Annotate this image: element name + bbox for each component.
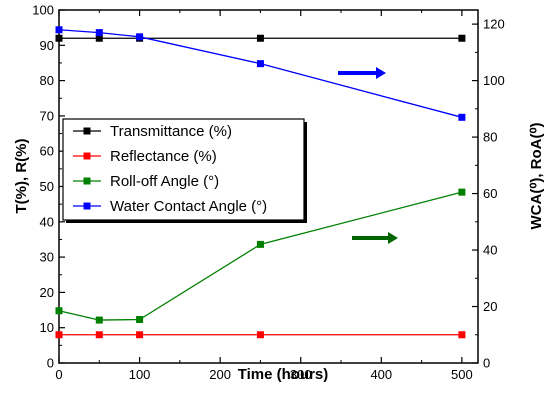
data-point (136, 316, 144, 324)
x-tick-label: 300 (290, 367, 312, 382)
y-left-tick-label: 100 (32, 3, 54, 18)
legend-label: Roll-off Angle (°) (110, 173, 219, 190)
data-point (55, 26, 63, 34)
y-left-tick-label: 50 (40, 179, 54, 194)
x-axis-title: Time (hours) (238, 366, 329, 383)
data-point (136, 33, 144, 41)
data-point (256, 240, 264, 248)
legend-marker (83, 127, 91, 135)
y-left-tick-label: 70 (40, 108, 54, 123)
data-point (95, 331, 103, 339)
data-point (95, 316, 103, 324)
data-point (458, 113, 466, 121)
y-axis-left-title: T(%), R(%) (13, 139, 30, 214)
y-left-tick-label: 0 (47, 356, 54, 371)
legend-label: Transmittance (%) (110, 123, 232, 140)
x-tick-label: 100 (129, 367, 151, 382)
data-point (458, 34, 466, 42)
legend-box (62, 118, 305, 221)
series-roll-off-angle (55, 188, 466, 324)
data-point (136, 331, 144, 339)
y-right-tick-label: 20 (483, 299, 497, 314)
legend-marker (83, 152, 91, 160)
axes: 0 100 200 300 400 500 0 10 20 30 40 50 60 70 80 90 100 0 2… (32, 3, 504, 383)
arrow-head (388, 232, 398, 244)
data-point (55, 331, 63, 339)
series-line (58, 29, 463, 118)
legend-entry-water-contact-angle: Water Contact Angle (°) (73, 198, 267, 215)
y-left-tick-label: 30 (40, 250, 54, 265)
data-point (55, 307, 63, 315)
data-point (256, 60, 264, 68)
data-point (458, 188, 466, 196)
series-transmittance (55, 34, 466, 42)
y-left-tick-label: 40 (40, 214, 54, 229)
y-right-tick-label: 60 (483, 186, 497, 201)
arrow-1 (338, 67, 386, 79)
y-left-tick-label: 10 (40, 320, 54, 335)
y-right-tick-label: 0 (483, 356, 490, 371)
legend-marker (83, 202, 91, 210)
legend-label: Reflectance (%) (110, 148, 217, 165)
y-axis-right-title: WCA(⁰), RoA(⁰) (528, 123, 545, 230)
y-left-tick-label: 60 (40, 144, 54, 159)
x-tick-label: 0 (55, 367, 62, 382)
x-tick-label: 400 (370, 367, 392, 382)
y-left-tick-label: 90 (40, 38, 54, 53)
data-point (95, 34, 103, 42)
legend: Transmittance (%) Reflectance (%) Roll-off… (62, 118, 307, 223)
data-point (55, 34, 63, 42)
data-point (256, 331, 264, 339)
series-reflectance (55, 331, 466, 339)
y-right-tick-label: 120 (483, 17, 505, 32)
data-point (256, 34, 264, 42)
legend-entry-transmittance: Transmittance (%) (73, 123, 232, 140)
y-right-tick-label: 100 (483, 73, 505, 88)
annotation-arrows (338, 67, 398, 244)
arrow-head (376, 67, 386, 79)
series-layer (55, 26, 466, 339)
data-point (458, 331, 466, 339)
legend-marker (83, 177, 91, 185)
legend-entry-reflectance: Reflectance (%) (73, 148, 217, 165)
data-point (95, 29, 103, 37)
y-right-tick-label: 80 (483, 130, 497, 145)
legend-entry-roll-off-angle: Roll-off Angle (°) (73, 173, 219, 190)
arrow-2 (352, 232, 398, 244)
y-left-tick-label: 80 (40, 73, 54, 88)
y-right-tick-label: 40 (483, 243, 497, 258)
legend-label: Water Contact Angle (°) (110, 198, 267, 215)
y-left-tick-label: 20 (40, 285, 54, 300)
x-tick-label: 500 (451, 367, 473, 382)
x-tick-label: 200 (209, 367, 231, 382)
series-water-contact-angle (55, 26, 466, 121)
